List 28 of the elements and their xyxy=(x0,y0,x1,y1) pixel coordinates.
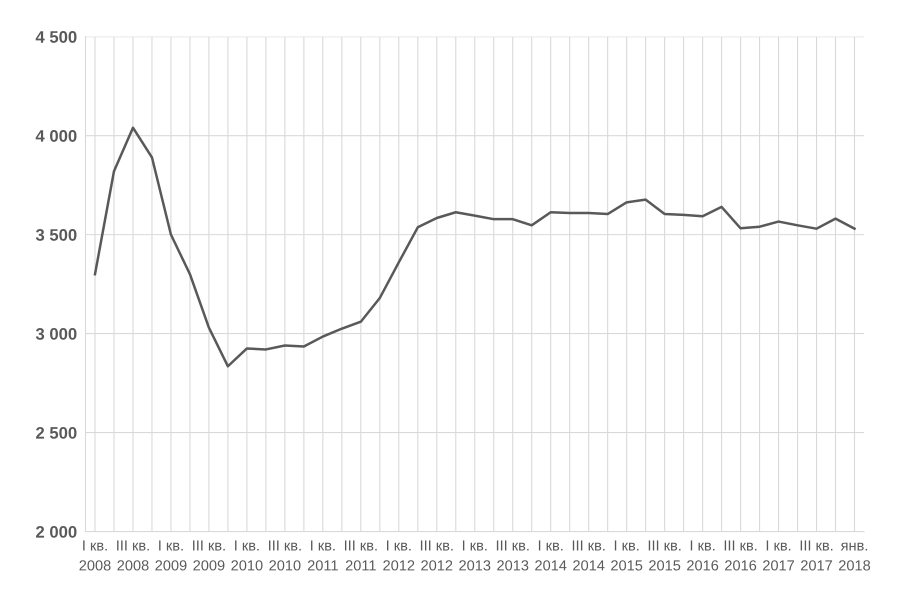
y-tick-label: 4 000 xyxy=(36,130,76,142)
x-tick-label: III кв. 2012 xyxy=(420,540,453,571)
x-tick-label: III кв. 2008 xyxy=(117,540,149,571)
x-tick-label: III кв. 2016 xyxy=(724,540,756,571)
x-tick-label: I кв. 2013 xyxy=(459,540,490,571)
x-tick-label: I кв. 2011 xyxy=(308,540,338,571)
x-tick-label: I кв. 2012 xyxy=(383,540,414,571)
x-tick-label: III кв. 2009 xyxy=(193,540,225,571)
y-tick-label: 2 000 xyxy=(36,526,76,538)
x-tick-label: I кв. 2008 xyxy=(80,540,111,571)
x-tick-label: I кв. 2017 xyxy=(763,540,794,571)
x-tick-label: III кв. 2014 xyxy=(572,540,605,571)
x-tick-label: III кв. 2010 xyxy=(269,540,301,571)
x-tick-label: III кв. 2015 xyxy=(648,540,680,571)
line-series xyxy=(94,126,856,368)
x-tick-label: III кв. 2013 xyxy=(496,540,529,571)
x-tick-label: I кв. 2015 xyxy=(611,540,642,571)
x-tick-label: I кв. 2014 xyxy=(535,540,566,571)
y-tick-label: 3 000 xyxy=(36,328,76,340)
x-tick-label: I кв. 2009 xyxy=(155,540,186,571)
y-tick-label: 2 500 xyxy=(36,426,76,439)
x-tick-label: I кв. 2016 xyxy=(687,540,718,571)
y-tick-label: 3 500 xyxy=(36,229,76,241)
x-tick-label: янв. 2018 xyxy=(839,542,870,571)
x-tick-label: III кв. 2017 xyxy=(800,540,832,571)
x-tick-label: III кв. 2011 xyxy=(344,540,377,571)
y-tick-label: 4 500 xyxy=(36,31,76,43)
x-tick-label: I кв. 2010 xyxy=(231,540,263,571)
